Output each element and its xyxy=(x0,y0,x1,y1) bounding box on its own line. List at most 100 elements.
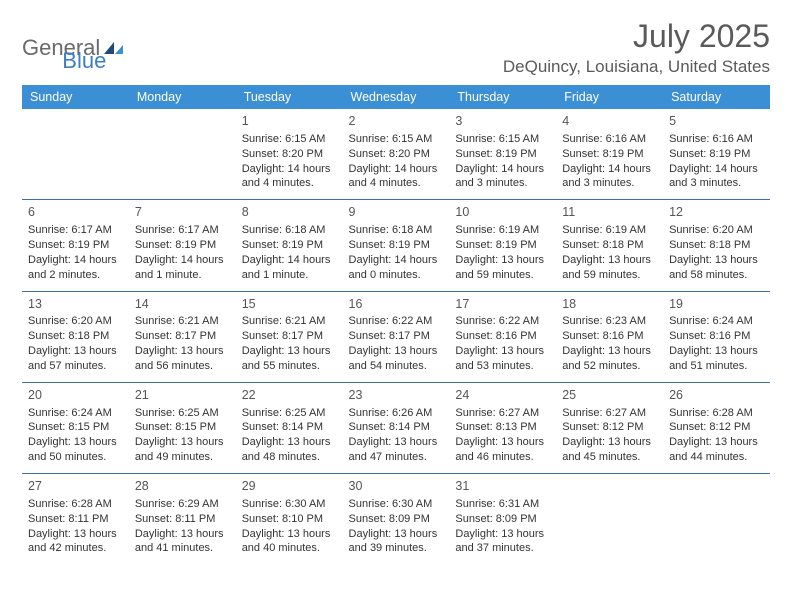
sunrise-text: Sunrise: 6:24 AM xyxy=(28,406,123,421)
calendar-cell: 29Sunrise: 6:30 AMSunset: 8:10 PMDayligh… xyxy=(236,474,343,565)
calendar-cell: 31Sunrise: 6:31 AMSunset: 8:09 PMDayligh… xyxy=(449,474,556,565)
calendar-cell xyxy=(22,109,129,200)
daylight-text: Daylight: 14 hours and 3 minutes. xyxy=(562,162,657,192)
daylight-text: Daylight: 14 hours and 3 minutes. xyxy=(669,162,764,192)
calendar-cell: 12Sunrise: 6:20 AMSunset: 8:18 PMDayligh… xyxy=(663,200,770,291)
calendar-cell: 1Sunrise: 6:15 AMSunset: 8:20 PMDaylight… xyxy=(236,109,343,200)
calendar-cell: 10Sunrise: 6:19 AMSunset: 8:19 PMDayligh… xyxy=(449,200,556,291)
day-number: 17 xyxy=(455,296,550,313)
calendar-cell: 21Sunrise: 6:25 AMSunset: 8:15 PMDayligh… xyxy=(129,382,236,473)
sunset-text: Sunset: 8:19 PM xyxy=(135,238,230,253)
calendar-cell: 11Sunrise: 6:19 AMSunset: 8:18 PMDayligh… xyxy=(556,200,663,291)
sunset-text: Sunset: 8:18 PM xyxy=(669,238,764,253)
daylight-text: Daylight: 13 hours and 56 minutes. xyxy=(135,344,230,374)
daylight-text: Daylight: 13 hours and 50 minutes. xyxy=(28,435,123,465)
day-number: 28 xyxy=(135,478,230,495)
sunset-text: Sunset: 8:09 PM xyxy=(455,512,550,527)
calendar-cell: 27Sunrise: 6:28 AMSunset: 8:11 PMDayligh… xyxy=(22,474,129,565)
sunrise-text: Sunrise: 6:19 AM xyxy=(562,223,657,238)
day-number: 29 xyxy=(242,478,337,495)
sunset-text: Sunset: 8:19 PM xyxy=(28,238,123,253)
sunset-text: Sunset: 8:17 PM xyxy=(242,329,337,344)
calendar-cell: 26Sunrise: 6:28 AMSunset: 8:12 PMDayligh… xyxy=(663,382,770,473)
daylight-text: Daylight: 13 hours and 51 minutes. xyxy=(669,344,764,374)
sunrise-text: Sunrise: 6:28 AM xyxy=(669,406,764,421)
daylight-text: Daylight: 14 hours and 3 minutes. xyxy=(455,162,550,192)
sunset-text: Sunset: 8:16 PM xyxy=(562,329,657,344)
calendar-cell: 16Sunrise: 6:22 AMSunset: 8:17 PMDayligh… xyxy=(343,291,450,382)
daylight-text: Daylight: 13 hours and 59 minutes. xyxy=(455,253,550,283)
sunset-text: Sunset: 8:19 PM xyxy=(349,238,444,253)
calendar-cell: 8Sunrise: 6:18 AMSunset: 8:19 PMDaylight… xyxy=(236,200,343,291)
calendar-cell: 28Sunrise: 6:29 AMSunset: 8:11 PMDayligh… xyxy=(129,474,236,565)
day-number: 24 xyxy=(455,387,550,404)
sunrise-text: Sunrise: 6:18 AM xyxy=(242,223,337,238)
calendar-cell: 9Sunrise: 6:18 AMSunset: 8:19 PMDaylight… xyxy=(343,200,450,291)
sunset-text: Sunset: 8:17 PM xyxy=(349,329,444,344)
day-number: 20 xyxy=(28,387,123,404)
calendar-cell: 7Sunrise: 6:17 AMSunset: 8:19 PMDaylight… xyxy=(129,200,236,291)
calendar-row: 27Sunrise: 6:28 AMSunset: 8:11 PMDayligh… xyxy=(22,474,770,565)
sunset-text: Sunset: 8:10 PM xyxy=(242,512,337,527)
calendar-cell: 19Sunrise: 6:24 AMSunset: 8:16 PMDayligh… xyxy=(663,291,770,382)
daylight-text: Daylight: 14 hours and 1 minute. xyxy=(242,253,337,283)
sunset-text: Sunset: 8:13 PM xyxy=(455,420,550,435)
sunset-text: Sunset: 8:12 PM xyxy=(562,420,657,435)
calendar-cell: 5Sunrise: 6:16 AMSunset: 8:19 PMDaylight… xyxy=(663,109,770,200)
sunset-text: Sunset: 8:19 PM xyxy=(455,147,550,162)
daylight-text: Daylight: 14 hours and 2 minutes. xyxy=(28,253,123,283)
daylight-text: Daylight: 13 hours and 45 minutes. xyxy=(562,435,657,465)
day-number: 7 xyxy=(135,204,230,221)
calendar-cell: 22Sunrise: 6:25 AMSunset: 8:14 PMDayligh… xyxy=(236,382,343,473)
daylight-text: Daylight: 13 hours and 53 minutes. xyxy=(455,344,550,374)
daylight-text: Daylight: 13 hours and 49 minutes. xyxy=(135,435,230,465)
sunrise-text: Sunrise: 6:17 AM xyxy=(135,223,230,238)
sunset-text: Sunset: 8:15 PM xyxy=(28,420,123,435)
sunset-text: Sunset: 8:18 PM xyxy=(28,329,123,344)
sunset-text: Sunset: 8:19 PM xyxy=(455,238,550,253)
calendar-cell: 13Sunrise: 6:20 AMSunset: 8:18 PMDayligh… xyxy=(22,291,129,382)
calendar-cell xyxy=(556,474,663,565)
day-number: 27 xyxy=(28,478,123,495)
sunset-text: Sunset: 8:15 PM xyxy=(135,420,230,435)
sunrise-text: Sunrise: 6:24 AM xyxy=(669,314,764,329)
daylight-text: Daylight: 13 hours and 52 minutes. xyxy=(562,344,657,374)
daylight-text: Daylight: 13 hours and 46 minutes. xyxy=(455,435,550,465)
day-number: 2 xyxy=(349,113,444,130)
sunset-text: Sunset: 8:20 PM xyxy=(349,147,444,162)
daylight-text: Daylight: 13 hours and 37 minutes. xyxy=(455,527,550,557)
sunset-text: Sunset: 8:14 PM xyxy=(242,420,337,435)
day-number: 8 xyxy=(242,204,337,221)
day-header: Monday xyxy=(129,85,236,109)
day-header: Tuesday xyxy=(236,85,343,109)
calendar-cell: 2Sunrise: 6:15 AMSunset: 8:20 PMDaylight… xyxy=(343,109,450,200)
calendar-row: 1Sunrise: 6:15 AMSunset: 8:20 PMDaylight… xyxy=(22,109,770,200)
sunrise-text: Sunrise: 6:21 AM xyxy=(242,314,337,329)
logo-text-blue: Blue xyxy=(62,48,106,74)
sunrise-text: Sunrise: 6:17 AM xyxy=(28,223,123,238)
day-number: 1 xyxy=(242,113,337,130)
day-number: 15 xyxy=(242,296,337,313)
daylight-text: Daylight: 13 hours and 48 minutes. xyxy=(242,435,337,465)
day-number: 22 xyxy=(242,387,337,404)
day-number: 5 xyxy=(669,113,764,130)
sunset-text: Sunset: 8:17 PM xyxy=(135,329,230,344)
day-number: 11 xyxy=(562,204,657,221)
daylight-text: Daylight: 14 hours and 0 minutes. xyxy=(349,253,444,283)
sunset-text: Sunset: 8:19 PM xyxy=(669,147,764,162)
day-number: 25 xyxy=(562,387,657,404)
day-number: 31 xyxy=(455,478,550,495)
logo-sail-icon xyxy=(104,41,124,55)
day-number: 9 xyxy=(349,204,444,221)
sunset-text: Sunset: 8:14 PM xyxy=(349,420,444,435)
calendar-cell: 30Sunrise: 6:30 AMSunset: 8:09 PMDayligh… xyxy=(343,474,450,565)
calendar-cell xyxy=(663,474,770,565)
sunrise-text: Sunrise: 6:23 AM xyxy=(562,314,657,329)
sunrise-text: Sunrise: 6:25 AM xyxy=(135,406,230,421)
sunrise-text: Sunrise: 6:19 AM xyxy=(455,223,550,238)
day-number: 6 xyxy=(28,204,123,221)
title-block: July 2025 DeQuincy, Louisiana, United St… xyxy=(503,18,770,77)
day-number: 4 xyxy=(562,113,657,130)
daylight-text: Daylight: 13 hours and 44 minutes. xyxy=(669,435,764,465)
calendar-row: 13Sunrise: 6:20 AMSunset: 8:18 PMDayligh… xyxy=(22,291,770,382)
